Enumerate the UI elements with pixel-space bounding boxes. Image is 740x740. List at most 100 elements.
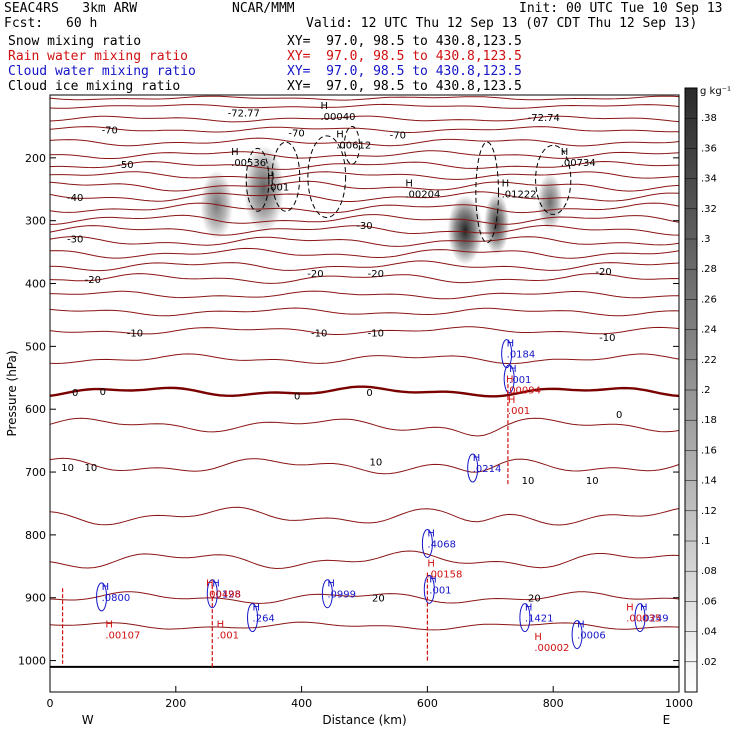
isotherm-line (49, 326, 680, 335)
cloud-water-maximum-group: H.0184 (507, 339, 536, 361)
y-tick-label: 200 (25, 152, 46, 165)
cloud-water-maximum-value: .0184 (507, 350, 536, 361)
y-tick-label: 900 (25, 592, 46, 605)
rain-maximum-h-mark: H (508, 395, 516, 406)
cloud-water-contour (519, 603, 531, 633)
cloud-water-maximum-group: H.0128 (212, 579, 241, 601)
isotherm-label: 10 (85, 463, 98, 474)
colorbar-tick-label: .04 (701, 627, 717, 638)
x-end-label-west: W (82, 713, 94, 727)
x-tick-label: 200 (165, 697, 186, 710)
cloud-water-maximum-h-mark: H (577, 620, 585, 631)
isotherm-line (49, 171, 680, 180)
isotherm-line (49, 180, 680, 192)
isotherm-line (49, 95, 680, 101)
rain-maximum-group: H.00107 (105, 620, 140, 642)
colorbar-tick-label: .06 (701, 596, 717, 607)
cloud-water-maximum-group: H.4068 (427, 528, 456, 550)
isotherm-label: 0 (294, 391, 300, 402)
isotherm-label: 0 (616, 410, 622, 421)
isotherm-line (49, 591, 680, 604)
snow-maximum-h-mark: H (231, 147, 239, 158)
isotherm-label: -72.77 (228, 109, 260, 120)
cloud-water-maximum-value: .0128 (212, 590, 241, 601)
isotherm-label: 10 (61, 463, 74, 474)
y-tick-label: 800 (25, 529, 46, 542)
isotherm-line (49, 260, 680, 272)
cloud-water-maximum-h-mark: H (509, 364, 517, 375)
y-tick-label: 600 (25, 403, 46, 416)
snow-maximum-value: .00536 (231, 158, 266, 169)
isotherm-line (49, 457, 680, 475)
field-snow-name: Snow mixing ratio (8, 34, 142, 49)
cloud-water-maximum-h-mark: H (429, 574, 437, 585)
colorbar-tick-label: .32 (701, 204, 717, 215)
colorbar-tick-label: .16 (701, 445, 717, 456)
cloud-ice-contour (271, 141, 301, 212)
cloud-water-maximum-group: H.001 (429, 574, 451, 596)
field-rain-name: Rain water mixing ratio (8, 49, 189, 64)
cloud-water-maximum-h-mark: H (640, 603, 648, 614)
isotherm-label: -30 (67, 234, 83, 245)
isotherm-line (49, 160, 680, 170)
snow-shading-cell (537, 173, 563, 231)
isotherm-line (49, 273, 680, 284)
isotherm-label: -50 (117, 160, 133, 171)
cloud-water-maximum-h-mark: H (507, 339, 515, 350)
rain-maximum-value: .00158 (427, 570, 462, 581)
cloud-water-maximum-value: .001 (429, 585, 451, 596)
isotherm-label: -70 (102, 126, 118, 137)
y-tick-label: 400 (25, 278, 46, 291)
header-init: Init: 00 UTC Tue 10 Sep 13 (519, 1, 723, 16)
colorbar-tick-label: .3 (701, 234, 711, 245)
rain-maximum-h-mark: H (105, 620, 113, 631)
cloud-water-maximum-value: .001 (509, 375, 531, 386)
rain-maximum-h-mark: H (506, 375, 514, 386)
snow-maximum-value: .00612 (336, 140, 371, 151)
cloud-water-contour (467, 453, 479, 483)
rain-maximum-value: .001 (217, 631, 239, 642)
rain-maximum-h-mark: H (217, 620, 225, 631)
isotherm-line (49, 353, 680, 365)
x-axis-label: Distance (km) (322, 713, 406, 727)
cloud-water-maximum-h-mark: H (212, 579, 220, 590)
snow-shading-cell (243, 145, 284, 234)
rain-maximum-h-mark: H (626, 603, 634, 614)
isotherm-label: 0 (366, 388, 372, 399)
x-tick-label: 0 (47, 697, 54, 710)
field-cloud-water-xy: XY= 97.0, 98.5 to 430.8,123.5 (287, 64, 522, 79)
snow-maximum-h-mark: H (561, 147, 569, 158)
cloud-ice-contour (245, 147, 270, 212)
isotherm-label: -70 (288, 129, 304, 140)
isotherm-label: -70 (390, 131, 406, 142)
y-axis-label: Pressure (hPa) (5, 350, 19, 436)
isotherm-line (49, 550, 680, 570)
rain-maximum-h-mark: H (427, 559, 435, 570)
snow-maximum-group: H.00536 (231, 147, 266, 169)
header-fcst-label: Fcst: (4, 16, 44, 31)
isotherm-label: -20 (307, 269, 323, 280)
isotherm-label: -10 (311, 329, 327, 340)
isotherm-label: 0 (72, 388, 78, 399)
x-tick-label: 800 (543, 697, 564, 710)
colorbar-tick-label: .18 (701, 415, 717, 426)
isotherm-line (49, 307, 680, 317)
cloud-water-maximum-value: .0214 (473, 464, 502, 475)
cloud-water-contour (421, 528, 433, 558)
header-valid: Valid: 12 UTC Thu 12 Sep 13 (07 CDT Thu … (306, 16, 698, 31)
header-model: SEAC4RS 3km ARW (4, 1, 138, 16)
y-tick-label: 700 (25, 466, 46, 479)
isotherm-label: -10 (599, 333, 615, 344)
snow-maximum-h-mark: H (267, 172, 275, 183)
snow-maximum-value: .00204 (405, 189, 440, 200)
snow-maximum-value: .00040 (320, 112, 355, 123)
cloud-water-maximum-value: .0800 (102, 593, 131, 604)
colorbar-tick-label: .2 (701, 385, 711, 396)
rain-maximum-group: H.00158 (427, 559, 462, 581)
field-cloud-water-name: Cloud water mixing ratio (8, 64, 196, 79)
isotherm-label: 10 (586, 476, 599, 487)
isotherm-line (49, 191, 680, 202)
cloud-water-maximum-group: H.0214 (473, 453, 502, 475)
rain-maximum-group: H.00094 (506, 375, 541, 397)
isotherm-line (49, 236, 680, 247)
